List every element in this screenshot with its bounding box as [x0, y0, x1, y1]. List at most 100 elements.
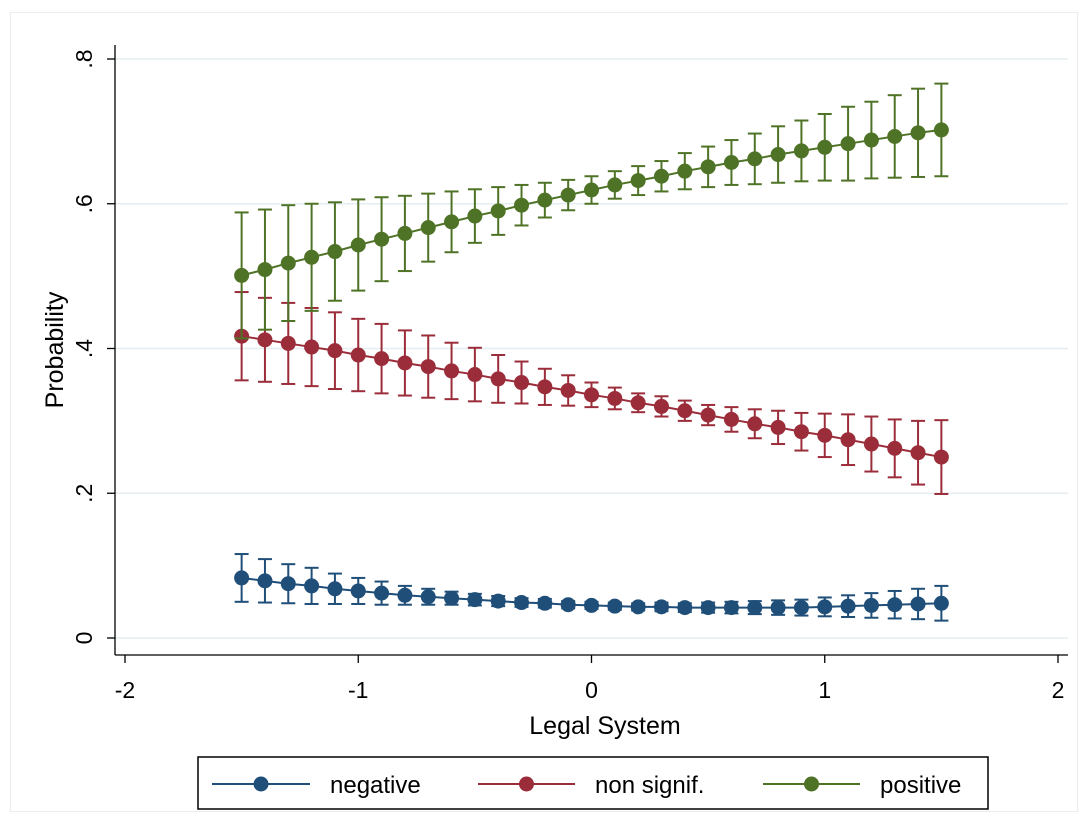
series-negative	[234, 553, 949, 622]
data-point	[467, 367, 483, 383]
y-tick-label: .8	[71, 49, 97, 68]
data-point	[560, 382, 576, 398]
data-point	[397, 355, 413, 371]
data-point	[863, 436, 879, 452]
data-point	[630, 395, 646, 411]
data-point	[467, 592, 483, 608]
data-point	[514, 375, 530, 391]
data-point	[770, 600, 786, 616]
data-point	[257, 573, 273, 589]
data-point	[700, 600, 716, 616]
data-point	[630, 173, 646, 189]
data-point	[397, 225, 413, 241]
data-point	[723, 411, 739, 427]
data-point	[514, 197, 530, 213]
x-tick-label: 2	[1052, 677, 1065, 703]
legend-box	[197, 756, 989, 810]
data-point	[677, 163, 693, 179]
data-point	[700, 159, 716, 175]
data-point	[234, 267, 250, 283]
data-point	[374, 585, 390, 601]
data-point	[863, 132, 879, 148]
data-point	[653, 599, 669, 615]
data-point	[793, 143, 809, 159]
data-point	[793, 424, 809, 440]
data-point	[304, 339, 320, 355]
chart-frame	[10, 12, 1078, 812]
data-point	[374, 231, 390, 247]
data-point	[374, 351, 390, 367]
data-point	[490, 371, 506, 387]
data-point	[607, 598, 623, 614]
data-point	[607, 177, 623, 193]
y-tick-label: 0	[71, 632, 97, 645]
data-point	[817, 599, 833, 615]
data-point	[420, 359, 436, 375]
data-point	[840, 136, 856, 152]
y-tick-label: .4	[71, 339, 97, 358]
data-point	[444, 590, 460, 606]
data-point	[420, 220, 436, 236]
data-point	[700, 407, 716, 423]
y-tick-label: .6	[71, 194, 97, 213]
data-point	[933, 595, 949, 611]
data-point	[280, 335, 296, 351]
legend-item: non signif.	[478, 772, 704, 799]
x-tick-label: -1	[348, 677, 368, 703]
y-tick-label: .2	[71, 484, 97, 503]
data-point	[723, 154, 739, 170]
data-point	[910, 445, 926, 461]
data-point	[537, 595, 553, 611]
data-point	[840, 432, 856, 448]
axes: 0 .2 .4 .6 .8 -2 -1 0 1 2	[71, 45, 1068, 703]
y-axis-title: Probability	[41, 291, 69, 408]
data-point	[933, 122, 949, 138]
data-point	[327, 244, 343, 260]
data-point	[630, 599, 646, 615]
data-point	[257, 332, 273, 348]
data-point	[887, 128, 903, 144]
data-point	[910, 125, 926, 141]
data-point	[677, 600, 693, 616]
data-point	[280, 576, 296, 592]
data-point	[817, 427, 833, 443]
data-point	[747, 600, 763, 616]
data-point	[747, 151, 763, 167]
series-positive	[234, 82, 949, 340]
data-point	[327, 581, 343, 597]
legend-item: positive	[763, 772, 961, 799]
data-point	[514, 595, 530, 611]
data-point	[420, 589, 436, 605]
data-point	[537, 379, 553, 395]
data-point	[234, 570, 250, 586]
x-axis-title: Legal System	[529, 712, 680, 740]
data-point	[490, 593, 506, 609]
data-point	[863, 597, 879, 613]
data-point	[350, 347, 366, 363]
legend: negative non signif. positive	[197, 756, 989, 810]
data-point	[257, 262, 273, 278]
data-point	[770, 419, 786, 435]
data-point	[490, 203, 506, 219]
data-point	[584, 182, 599, 198]
data-point	[560, 597, 576, 613]
data-point	[350, 237, 366, 253]
data-point	[444, 214, 460, 230]
data-point	[723, 600, 739, 616]
data-point	[304, 578, 320, 594]
x-tick-label: -2	[115, 677, 135, 703]
data-point	[910, 596, 926, 612]
x-tick-label: 1	[818, 677, 831, 703]
data-point	[793, 600, 809, 616]
legend-item: negative	[212, 772, 421, 799]
series-non-signif	[234, 291, 949, 495]
data-point	[444, 363, 460, 379]
plot-area	[234, 82, 949, 622]
data-point	[677, 403, 693, 419]
data-point	[584, 387, 599, 403]
legend-label: positive	[880, 772, 961, 799]
data-point	[747, 416, 763, 432]
legend-swatch-marker	[253, 776, 269, 792]
x-tick-label: 0	[585, 677, 598, 703]
